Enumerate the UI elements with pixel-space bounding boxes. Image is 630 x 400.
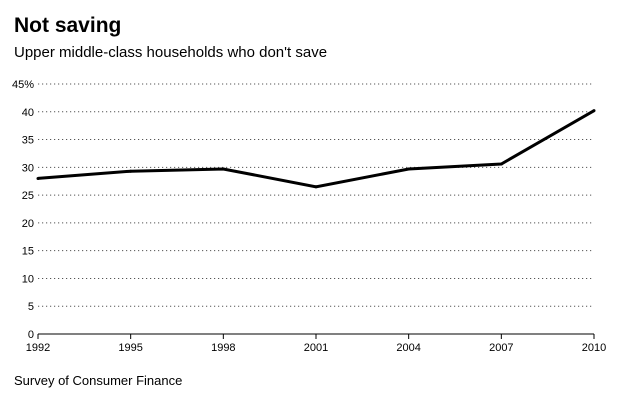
y-tick-label: 35 <box>22 135 34 147</box>
y-tick-label: 25 <box>22 190 34 202</box>
x-tick-label: 2010 <box>582 342 606 354</box>
data-point <box>499 162 503 166</box>
chart-subtitle: Upper middle-class households who don't … <box>14 44 328 61</box>
y-tick-label: 10 <box>22 273 34 285</box>
y-tick-label: 45% <box>12 79 34 91</box>
data-point <box>129 169 133 173</box>
source-note: Survey of Consumer Finance <box>14 373 183 388</box>
data-series <box>36 109 596 189</box>
gridlines <box>38 83 594 307</box>
y-tick-label: 15 <box>22 246 34 258</box>
x-tick-label: 1995 <box>118 342 142 354</box>
y-tick-label: 40 <box>22 107 34 119</box>
y-tick-label: 5 <box>28 301 34 313</box>
data-point <box>314 185 318 189</box>
data-point <box>221 167 225 171</box>
y-tick-label: 0 <box>28 329 34 341</box>
data-point <box>36 176 40 180</box>
x-tick-label: 2007 <box>489 342 513 354</box>
x-axis-tick-labels: 1992 1995 1998 2001 2004 2007 2010 <box>26 342 606 354</box>
chart-title: Not saving <box>14 14 122 37</box>
data-point <box>407 167 411 171</box>
data-point <box>592 109 596 113</box>
y-tick-label: 20 <box>22 218 34 230</box>
series-line <box>37 109 595 189</box>
x-tick-label: 2004 <box>396 342 420 354</box>
y-axis-tick-labels: 0 5 10 15 20 25 30 35 40 45% <box>12 79 34 341</box>
x-tick-label: 1998 <box>211 342 235 354</box>
x-tick-label: 1992 <box>26 342 50 354</box>
axes <box>37 333 595 339</box>
x-tick-label: 2001 <box>304 342 328 354</box>
y-tick-label: 30 <box>22 162 34 174</box>
